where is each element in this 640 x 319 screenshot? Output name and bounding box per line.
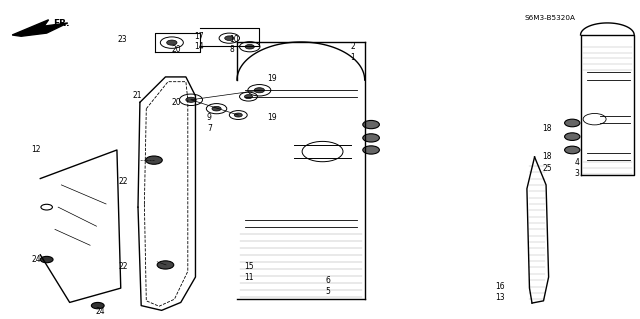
Circle shape (234, 113, 243, 117)
Circle shape (157, 261, 173, 269)
Circle shape (254, 88, 264, 93)
Circle shape (564, 146, 580, 154)
Circle shape (92, 302, 104, 309)
Text: 9: 9 (207, 113, 212, 122)
Text: 6: 6 (325, 276, 330, 285)
Circle shape (146, 156, 163, 164)
Polygon shape (12, 20, 68, 36)
Circle shape (363, 121, 380, 129)
Circle shape (225, 36, 234, 41)
Text: 7: 7 (207, 124, 212, 133)
Text: 12: 12 (31, 145, 41, 154)
Text: 16: 16 (495, 282, 505, 291)
Circle shape (244, 95, 253, 99)
Text: 19: 19 (268, 74, 277, 83)
Circle shape (363, 146, 380, 154)
Text: 14: 14 (194, 42, 204, 51)
Text: 20: 20 (171, 99, 180, 108)
Text: 22: 22 (119, 177, 129, 186)
Circle shape (186, 97, 196, 102)
Text: 2: 2 (351, 42, 355, 51)
Text: 10: 10 (229, 35, 239, 44)
Circle shape (166, 40, 177, 45)
Text: 22: 22 (119, 262, 129, 271)
Text: 8: 8 (229, 45, 234, 55)
Text: 24: 24 (31, 255, 41, 264)
Text: 11: 11 (244, 272, 254, 281)
Text: 23: 23 (118, 35, 127, 44)
Circle shape (40, 256, 53, 263)
Circle shape (245, 44, 254, 49)
Text: 17: 17 (194, 32, 204, 41)
Text: 3: 3 (574, 169, 579, 178)
Text: 1: 1 (351, 53, 355, 62)
Text: S6M3-B5320A: S6M3-B5320A (524, 15, 575, 21)
Text: 25: 25 (542, 164, 552, 173)
Text: 18: 18 (542, 124, 552, 133)
Text: 19: 19 (268, 113, 277, 122)
Text: 18: 18 (542, 152, 552, 161)
Text: 21: 21 (133, 92, 143, 100)
Text: 4: 4 (574, 158, 579, 167)
Text: 20: 20 (171, 45, 180, 55)
Text: 13: 13 (495, 293, 505, 302)
Circle shape (212, 107, 221, 111)
Circle shape (564, 119, 580, 127)
Text: FR.: FR. (53, 19, 70, 28)
Text: 24: 24 (95, 307, 105, 316)
Circle shape (564, 133, 580, 140)
Circle shape (363, 134, 380, 142)
Text: 5: 5 (325, 287, 330, 296)
Text: 15: 15 (244, 262, 254, 271)
